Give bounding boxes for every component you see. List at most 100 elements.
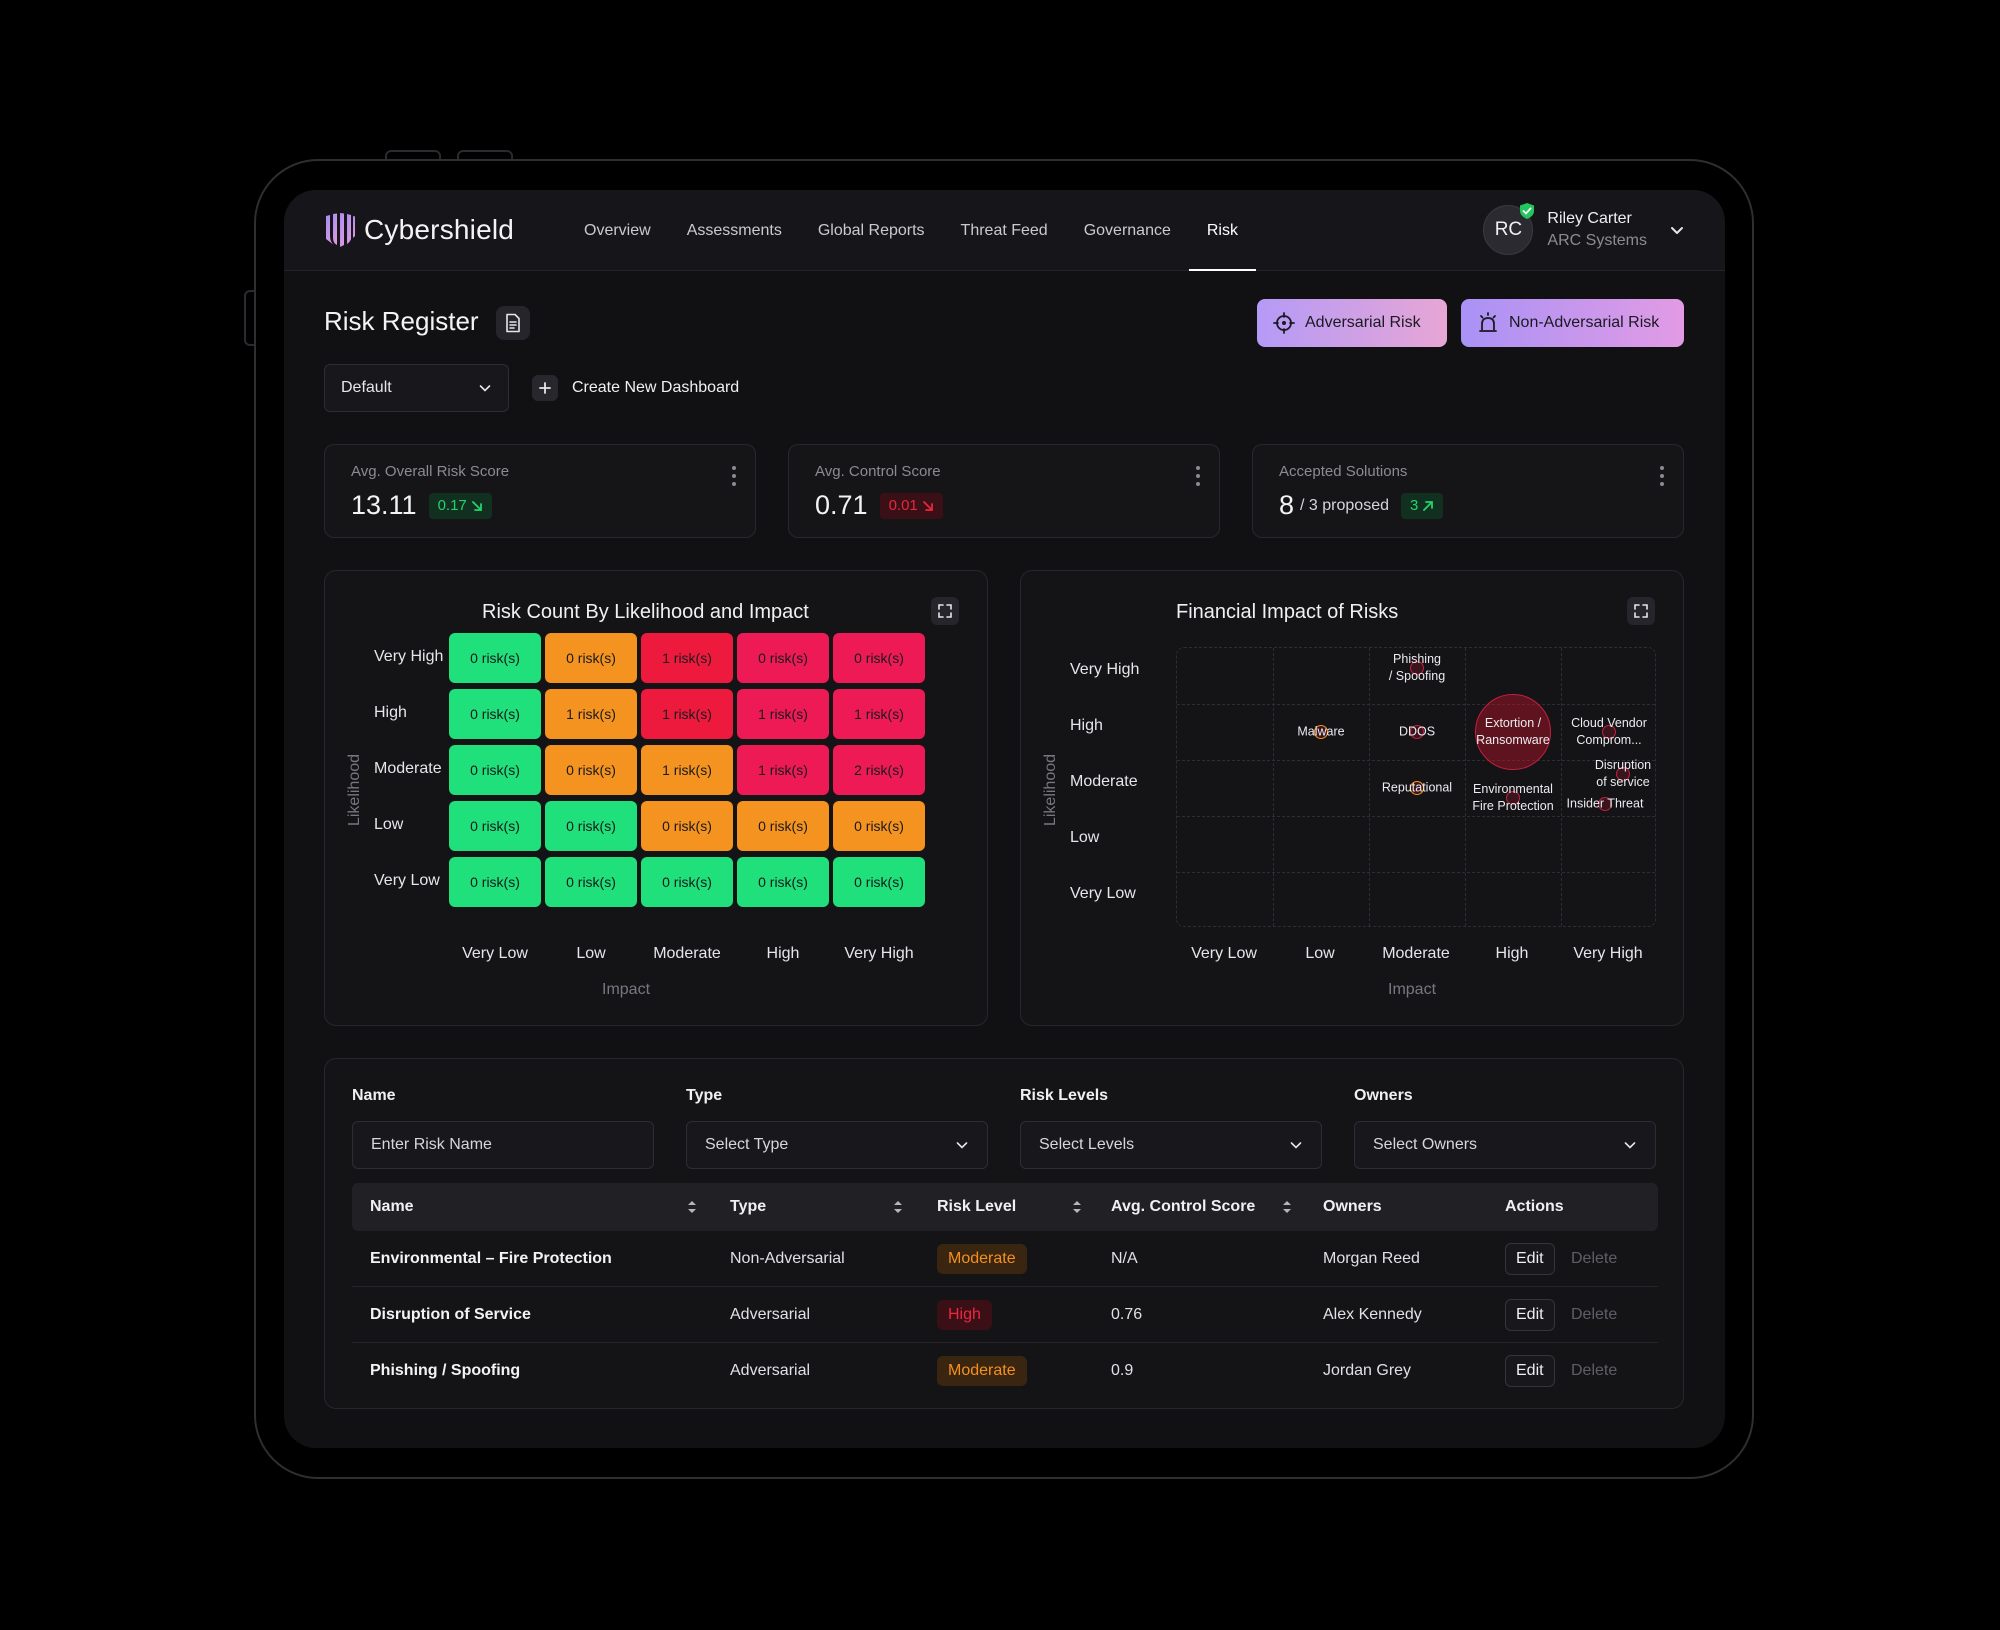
heatmap-cell[interactable]: 1 risk(s) <box>545 689 637 739</box>
bubble-label: Environmental Fire Protection <box>1472 781 1553 815</box>
bubble-point[interactable] <box>1410 725 1424 739</box>
more-options-icon[interactable] <box>731 465 737 487</box>
column-header-risk-level[interactable]: Risk Level <box>937 1198 1017 1215</box>
delete-button[interactable]: Delete <box>1571 1250 1618 1267</box>
heatmap-cell[interactable]: 1 risk(s) <box>641 689 733 739</box>
column-header-name[interactable]: Name <box>370 1198 414 1215</box>
column-header-type[interactable]: Type <box>730 1198 767 1215</box>
heatmap-cell[interactable]: 1 risk(s) <box>737 745 829 795</box>
bubble-point[interactable] <box>1314 725 1328 739</box>
x-tick-label: High <box>766 945 800 962</box>
heatmap-cell[interactable]: 0 risk(s) <box>545 633 637 683</box>
x-tick-label: Low <box>576 945 606 962</box>
risk-owner: Morgan Reed <box>1323 1250 1420 1267</box>
chevron-down-icon[interactable] <box>1669 222 1685 238</box>
risk-name-input[interactable]: Enter Risk Name <box>352 1121 654 1169</box>
owners-placeholder: Select Owners <box>1373 1136 1478 1153</box>
bubble-label-line: Reputational <box>1381 780 1453 795</box>
y-axis-title: Likelihood <box>346 753 364 827</box>
bubble-point[interactable] <box>1598 797 1612 811</box>
dashboard-select[interactable]: Default <box>324 364 509 412</box>
nav-governance[interactable]: Governance <box>1083 222 1171 239</box>
heatmap-cell[interactable]: 1 risk(s) <box>737 689 829 739</box>
risk-level-badge: High <box>937 1300 992 1330</box>
heatmap-cell[interactable]: 0 risk(s) <box>545 745 637 795</box>
risk-levels-select[interactable]: Select Levels <box>1020 1121 1322 1169</box>
nav-overview[interactable]: Overview <box>584 222 651 239</box>
chevron-down-icon <box>1624 1142 1636 1149</box>
top-navigation: Cybershield Overview Assessments Global … <box>284 190 1725 271</box>
nav-threat-feed[interactable]: Threat Feed <box>960 222 1048 239</box>
bubble-point[interactable] <box>1475 694 1551 770</box>
bubble-point[interactable] <box>1506 791 1520 805</box>
risk-name: Environmental – Fire Protection <box>370 1250 612 1267</box>
shield-logo-icon <box>326 213 355 247</box>
heatmap-cell[interactable]: 0 risk(s) <box>545 801 637 851</box>
type-select[interactable]: Select Type <box>686 1121 988 1169</box>
edit-button[interactable]: Edit <box>1505 1299 1555 1331</box>
nav-risk[interactable]: Risk <box>1188 190 1257 271</box>
edit-button[interactable]: Edit <box>1505 1243 1555 1275</box>
table-row[interactable]: Environmental – Fire Protection Non-Adve… <box>352 1231 1658 1287</box>
table-row[interactable]: Phishing / Spoofing Adversarial Moderate… <box>352 1343 1658 1399</box>
stat-card-control-score: Avg. Control Score 0.71 0.01 <box>788 444 1220 538</box>
sort-icon[interactable] <box>686 1199 698 1215</box>
more-options-icon[interactable] <box>1659 465 1665 487</box>
heatmap-cell[interactable]: 0 risk(s) <box>449 857 541 907</box>
delete-button[interactable]: Delete <box>1571 1306 1618 1323</box>
table-row[interactable]: Disruption of Service Adversarial High 0… <box>352 1287 1658 1343</box>
filter-label-risk-levels: Risk Levels <box>1020 1087 1109 1104</box>
heatmap-cell[interactable]: 0 risk(s) <box>449 745 541 795</box>
bubble-label-line: Comprom... <box>1576 733 1642 747</box>
heatmap-cell[interactable]: 0 risk(s) <box>641 801 733 851</box>
create-dashboard-label: Create New Dashboard <box>572 379 740 396</box>
bubble-point[interactable] <box>1616 767 1630 781</box>
heatmap-cell[interactable]: 0 risk(s) <box>737 857 829 907</box>
non-adversarial-risk-button[interactable]: Non-Adversarial Risk <box>1461 299 1684 347</box>
verified-shield-icon <box>1520 203 1535 219</box>
app-logo[interactable]: Cybershield <box>324 212 514 248</box>
create-dashboard-button[interactable]: Create New Dashboard <box>532 364 739 412</box>
avatar[interactable]: RC <box>1483 203 1535 255</box>
heatmap-cell[interactable]: 1 risk(s) <box>641 633 733 683</box>
owners-select[interactable]: Select Owners <box>1354 1121 1656 1169</box>
heatmap-cell[interactable]: 0 risk(s) <box>737 633 829 683</box>
sort-icon[interactable] <box>1071 1199 1083 1215</box>
risk-type: Adversarial <box>730 1362 811 1379</box>
document-button[interactable] <box>496 306 530 340</box>
bubble-point[interactable] <box>1410 661 1424 675</box>
y-tick-label: Low <box>374 816 404 833</box>
delete-button[interactable]: Delete <box>1571 1362 1618 1379</box>
nav-global-reports[interactable]: Global Reports <box>817 222 925 239</box>
heatmap-cell[interactable]: 0 risk(s) <box>833 801 925 851</box>
risk-table-card: Name Type Risk Levels Owners Enter Risk … <box>324 1058 1684 1409</box>
heatmap-cell[interactable]: 0 risk(s) <box>737 801 829 851</box>
heatmap-cell[interactable]: 1 risk(s) <box>641 745 733 795</box>
heatmap-cell[interactable]: 2 risk(s) <box>833 745 925 795</box>
column-header-control-score[interactable]: Avg. Control Score <box>1111 1198 1256 1215</box>
heatmap-cell[interactable]: 1 risk(s) <box>833 689 925 739</box>
sort-icon[interactable] <box>892 1199 904 1215</box>
heatmap-cell[interactable]: 0 risk(s) <box>833 857 925 907</box>
x-axis-title: Impact <box>602 981 651 998</box>
user-menu[interactable]: RC Riley Carter ARC Systems <box>1483 203 1685 256</box>
heatmap-cell[interactable]: 0 risk(s) <box>449 801 541 851</box>
heatmap-cell[interactable]: 0 risk(s) <box>449 689 541 739</box>
edit-button[interactable]: Edit <box>1505 1355 1555 1387</box>
sort-icon[interactable] <box>1281 1199 1293 1215</box>
bubble-point[interactable] <box>1410 781 1424 795</box>
more-options-icon[interactable] <box>1195 465 1201 487</box>
adversarial-risk-button[interactable]: Adversarial Risk <box>1257 299 1447 347</box>
bubble-label: Extortion / Ransomware <box>1476 715 1550 749</box>
heatmap-cell[interactable]: 0 risk(s) <box>833 633 925 683</box>
heatmap-cell[interactable]: 0 risk(s) <box>545 857 637 907</box>
y-tick-label: Low <box>1070 829 1100 846</box>
nav-assessments[interactable]: Assessments <box>686 222 782 239</box>
bubble-point[interactable] <box>1602 725 1616 739</box>
heatmap-cell[interactable]: 0 risk(s) <box>449 633 541 683</box>
x-tick-label: Moderate <box>1382 945 1450 962</box>
heatmap-cell[interactable]: 0 risk(s) <box>641 857 733 907</box>
expand-button[interactable] <box>931 597 959 625</box>
plus-icon <box>532 375 558 401</box>
expand-button[interactable] <box>1627 597 1655 625</box>
